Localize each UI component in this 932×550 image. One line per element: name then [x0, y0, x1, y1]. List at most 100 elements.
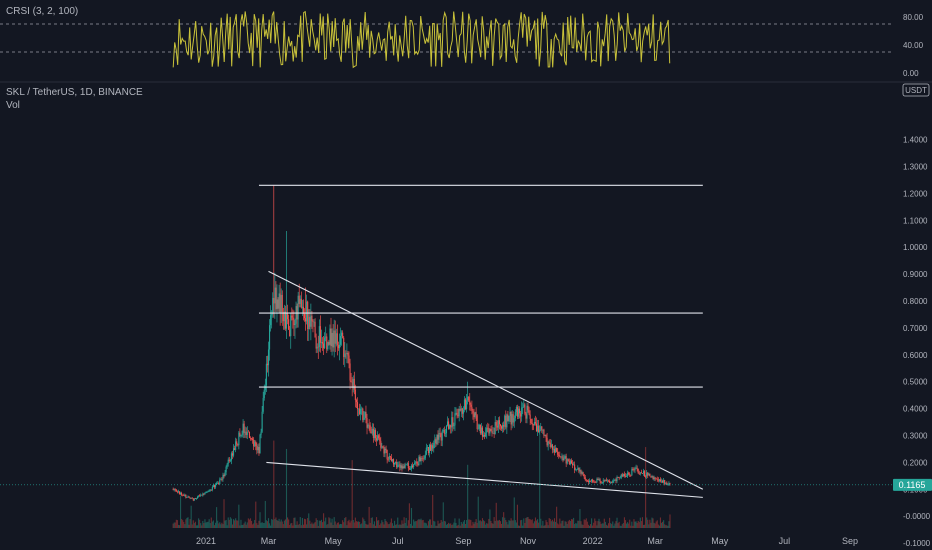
candle-body	[575, 469, 577, 471]
candle-body	[401, 465, 403, 469]
indicator-price-scale[interactable]: 80.00 40.00 0.00	[903, 13, 924, 78]
candle-body	[443, 429, 445, 434]
candle-body	[284, 311, 286, 329]
trendline	[268, 270, 704, 490]
volume-bar	[638, 522, 640, 528]
volume-bar	[629, 519, 631, 528]
volume-bar	[217, 520, 219, 528]
volume-bar	[542, 520, 544, 528]
volume-bar	[617, 523, 619, 528]
candle-body	[508, 416, 510, 422]
volume-bar	[484, 521, 486, 528]
candle-body	[305, 318, 307, 322]
volume-bar	[667, 525, 669, 528]
volume-bar	[282, 524, 284, 528]
candle-body	[399, 464, 401, 468]
candle-body	[362, 408, 364, 421]
candle-body	[496, 425, 498, 428]
volume-bar	[497, 520, 499, 528]
candle-body	[470, 404, 472, 407]
candle-body	[524, 404, 526, 414]
candlestick-series	[172, 185, 671, 502]
volume-bar	[437, 520, 439, 528]
candle-body	[398, 464, 400, 466]
candle-body	[550, 444, 552, 447]
volume-bar	[342, 520, 344, 528]
candle-body	[217, 483, 219, 484]
main-pane[interactable]: SKL / TetherUS, 1D, BINANCE Vol 1.4000 1.…	[0, 83, 932, 548]
candle-body	[190, 497, 192, 499]
candle-body	[372, 428, 374, 438]
candle-body	[611, 481, 613, 483]
volume-bar	[292, 525, 294, 528]
volume-bar	[263, 522, 265, 528]
candle-body	[319, 326, 321, 343]
candle-body	[457, 414, 459, 417]
volume-bar	[241, 524, 243, 528]
candle-body	[613, 479, 615, 481]
volume-bar	[288, 519, 290, 528]
price-tick-label: 0.2000	[903, 458, 928, 467]
candle-body	[326, 336, 328, 350]
candle-body	[547, 441, 549, 446]
candle-body	[617, 476, 619, 478]
volume-bar	[344, 518, 346, 528]
volume-bar	[651, 517, 653, 528]
volume-bar	[296, 521, 298, 528]
candle-body	[263, 389, 265, 399]
candle-body	[499, 424, 502, 427]
volume-bar	[463, 520, 466, 528]
currency-badge-text: USDT	[905, 86, 927, 95]
candle-body	[246, 431, 248, 435]
candle-body	[512, 414, 514, 423]
candle-body	[287, 313, 289, 320]
candle-body	[516, 407, 518, 417]
candle-body	[647, 472, 649, 476]
candle-body	[350, 380, 352, 382]
volume-bar	[172, 523, 174, 528]
candle-body	[282, 312, 284, 322]
candle-body	[459, 408, 461, 411]
candle-body	[186, 497, 188, 499]
candle-body	[342, 332, 344, 338]
candle-body	[628, 472, 630, 474]
volume-bar	[309, 520, 311, 528]
time-tick-label: 2021	[196, 536, 216, 546]
candle-body	[210, 489, 212, 491]
time-axis[interactable]: 2021 Mar May Jul Sep Nov 2022 Mar May Jul Sep	[196, 536, 858, 546]
volume-bar	[530, 520, 532, 528]
candle-body	[654, 477, 656, 479]
currency-badge[interactable]: USDT	[902, 83, 930, 97]
candle-body	[365, 412, 367, 419]
volume-bar	[226, 525, 228, 528]
trendline	[266, 461, 703, 498]
candle-body	[290, 315, 292, 337]
candle-body	[593, 481, 595, 483]
candle-body	[327, 341, 329, 350]
candle-body	[235, 441, 237, 450]
volume-bar	[641, 517, 643, 528]
indicator-pane[interactable]: CRSI (3, 2, 100) 80.00 40.00 0.00	[0, 6, 924, 78]
candle-body	[462, 409, 464, 414]
volume-bar	[524, 523, 526, 528]
volume-bar	[476, 522, 478, 528]
candle-body	[624, 476, 627, 477]
volume-bar	[276, 520, 278, 528]
volume-bar	[652, 518, 654, 528]
volume-bar	[496, 520, 498, 528]
candle-body	[528, 410, 530, 415]
candle-body	[366, 418, 368, 428]
candle-body	[341, 332, 343, 336]
trendlines[interactable]	[266, 270, 704, 498]
candle-body	[266, 363, 268, 366]
candle-body	[544, 434, 546, 436]
volume-bar	[548, 518, 550, 528]
candle-body	[371, 428, 373, 434]
volume-bar	[237, 520, 239, 528]
volume-bar	[231, 524, 234, 528]
candle-body	[256, 446, 258, 451]
horizontal-levels[interactable]	[258, 184, 703, 388]
volume-bar	[330, 522, 332, 528]
candle-body	[414, 462, 416, 465]
